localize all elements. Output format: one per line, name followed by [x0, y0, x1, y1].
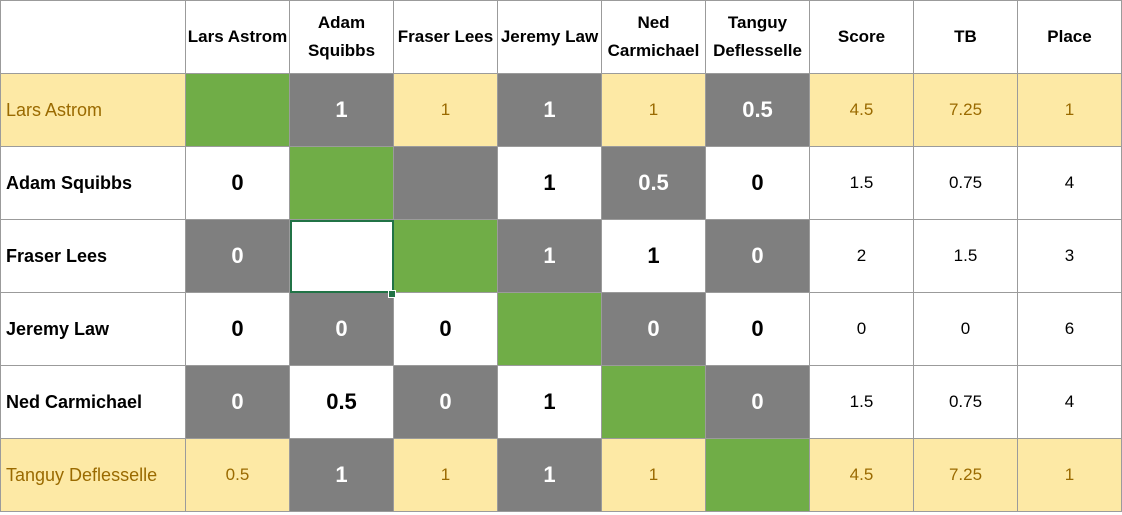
- tb-cell[interactable]: 7.25: [913, 438, 1018, 512]
- tb-cell[interactable]: 0: [913, 292, 1018, 366]
- result-cell[interactable]: 1: [497, 365, 602, 439]
- diagonal-cell[interactable]: [705, 438, 810, 512]
- result-cell[interactable]: 0: [289, 292, 394, 366]
- fill-handle[interactable]: [388, 290, 396, 298]
- result-cell[interactable]: 1: [289, 73, 394, 147]
- result-cell[interactable]: 0: [393, 292, 498, 366]
- header-row: Lars Astrom Adam Squibbs Fraser Lees Jer…: [0, 0, 1122, 74]
- player-name-cell[interactable]: Ned Carmichael: [0, 365, 186, 439]
- result-cell[interactable]: 0.5: [601, 146, 706, 220]
- result-cell[interactable]: 0: [601, 292, 706, 366]
- result-cell[interactable]: 0: [705, 292, 810, 366]
- result-cell[interactable]: 1: [497, 219, 602, 293]
- score-cell[interactable]: 1.5: [809, 365, 914, 439]
- result-cell[interactable]: 1: [497, 438, 602, 512]
- place-cell[interactable]: 4: [1017, 146, 1122, 220]
- column-header[interactable]: Tanguy Deflesselle: [705, 0, 810, 74]
- result-cell[interactable]: 0: [185, 365, 290, 439]
- place-cell[interactable]: 4: [1017, 365, 1122, 439]
- tb-cell[interactable]: 7.25: [913, 73, 1018, 147]
- result-cell[interactable]: 0.5: [289, 365, 394, 439]
- selected-cell[interactable]: [289, 219, 394, 293]
- result-cell[interactable]: 1: [289, 438, 394, 512]
- player-row: Adam Squibbs 0 1 0.5 0 1.5 0.75 4: [0, 146, 1122, 220]
- result-cell[interactable]: 0: [705, 219, 810, 293]
- score-cell[interactable]: 0: [809, 292, 914, 366]
- player-row: Jeremy Law 0 0 0 0 0 0 0 6: [0, 292, 1122, 366]
- result-cell[interactable]: 0.5: [185, 438, 290, 512]
- player-row: Lars Astrom 1 1 1 1 0.5 4.5 7.25 1: [0, 73, 1122, 147]
- player-row: Tanguy Deflesselle 0.5 1 1 1 1 4.5 7.25 1: [0, 438, 1122, 512]
- diagonal-cell[interactable]: [497, 292, 602, 366]
- result-cell[interactable]: 0.5: [705, 73, 810, 147]
- result-cell[interactable]: 1: [393, 438, 498, 512]
- result-cell[interactable]: 0: [185, 219, 290, 293]
- tb-cell[interactable]: 0.75: [913, 146, 1018, 220]
- place-header[interactable]: Place: [1017, 0, 1122, 74]
- score-cell[interactable]: 4.5: [809, 73, 914, 147]
- diagonal-cell[interactable]: [289, 146, 394, 220]
- result-cell[interactable]: 1: [601, 219, 706, 293]
- player-name-cell[interactable]: Fraser Lees: [0, 219, 186, 293]
- corner-cell[interactable]: [0, 0, 186, 74]
- result-cell[interactable]: 1: [497, 73, 602, 147]
- column-header[interactable]: Adam Squibbs: [289, 0, 394, 74]
- score-cell[interactable]: 1.5: [809, 146, 914, 220]
- column-header[interactable]: Fraser Lees: [393, 0, 498, 74]
- result-cell[interactable]: 0: [185, 146, 290, 220]
- player-name-cell[interactable]: Adam Squibbs: [0, 146, 186, 220]
- result-cell[interactable]: 0: [705, 146, 810, 220]
- column-header[interactable]: Ned Carmichael: [601, 0, 706, 74]
- result-cell[interactable]: [393, 146, 498, 220]
- place-cell[interactable]: 1: [1017, 73, 1122, 147]
- score-cell[interactable]: 2: [809, 219, 914, 293]
- tb-cell[interactable]: 1.5: [913, 219, 1018, 293]
- tb-cell[interactable]: 0.75: [913, 365, 1018, 439]
- score-cell[interactable]: 4.5: [809, 438, 914, 512]
- player-name-cell[interactable]: Tanguy Deflesselle: [0, 438, 186, 512]
- place-cell[interactable]: 1: [1017, 438, 1122, 512]
- score-header[interactable]: Score: [809, 0, 914, 74]
- diagonal-cell[interactable]: [601, 365, 706, 439]
- column-header[interactable]: Jeremy Law: [497, 0, 602, 74]
- result-cell[interactable]: 1: [393, 73, 498, 147]
- result-cell[interactable]: 1: [601, 438, 706, 512]
- tb-header[interactable]: TB: [913, 0, 1018, 74]
- player-name-cell[interactable]: Lars Astrom: [0, 73, 186, 147]
- place-cell[interactable]: 3: [1017, 219, 1122, 293]
- result-cell[interactable]: 1: [497, 146, 602, 220]
- diagonal-cell[interactable]: [393, 219, 498, 293]
- diagonal-cell[interactable]: [185, 73, 290, 147]
- player-row: Fraser Lees 0 1 1 0 2 1.5 3: [0, 219, 1122, 293]
- place-cell[interactable]: 6: [1017, 292, 1122, 366]
- player-row: Ned Carmichael 0 0.5 0 1 0 1.5 0.75 4: [0, 365, 1122, 439]
- player-name-cell[interactable]: Jeremy Law: [0, 292, 186, 366]
- column-header[interactable]: Lars Astrom: [185, 0, 290, 74]
- result-cell[interactable]: 1: [601, 73, 706, 147]
- result-cell[interactable]: 0: [705, 365, 810, 439]
- result-cell[interactable]: 0: [393, 365, 498, 439]
- result-cell[interactable]: 0: [185, 292, 290, 366]
